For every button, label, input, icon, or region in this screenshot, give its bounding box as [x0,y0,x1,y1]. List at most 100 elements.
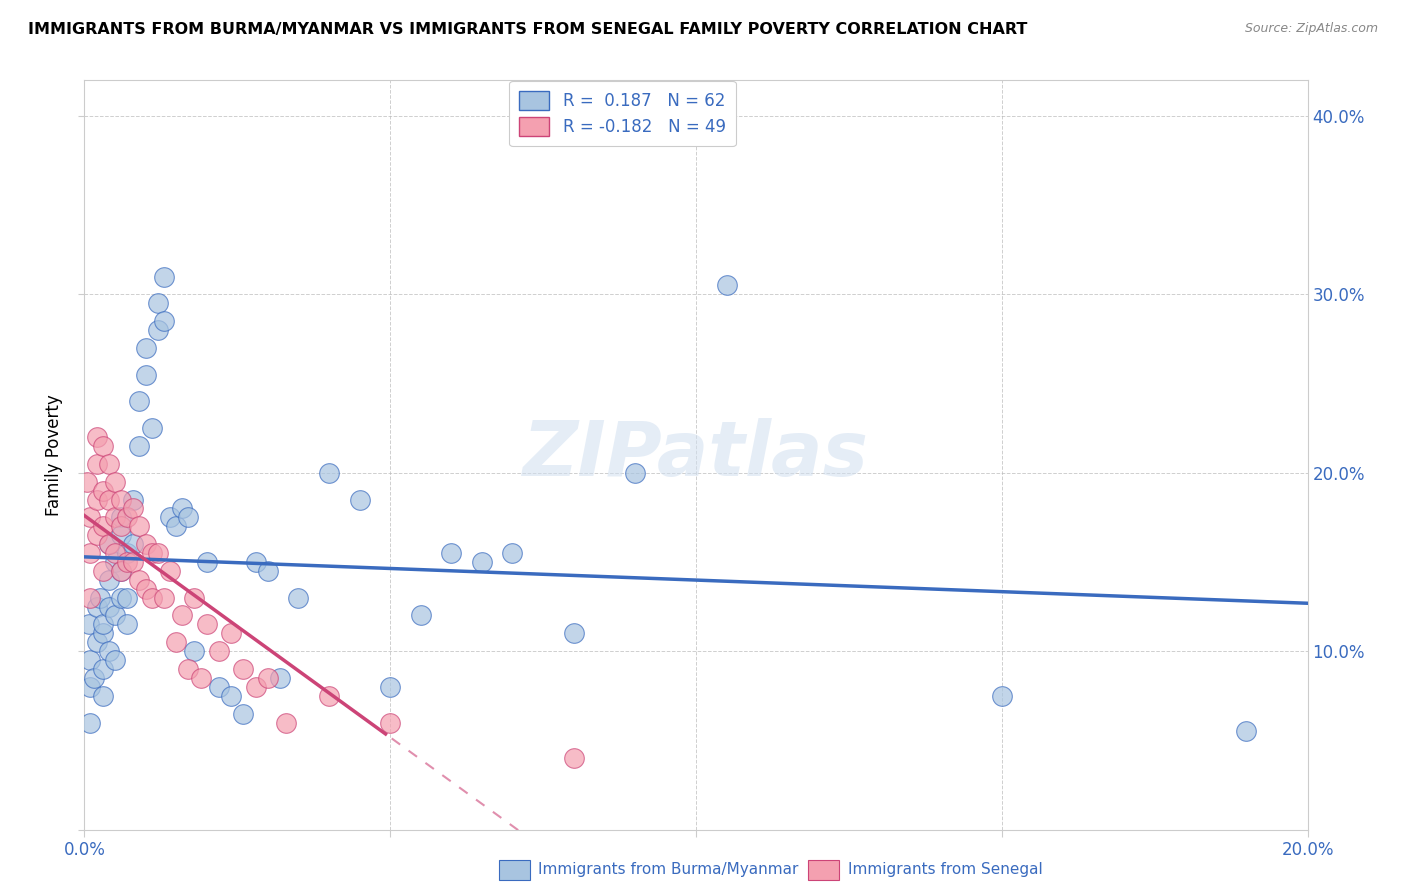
Point [183,591,205,605]
Point [86,635,108,649]
Point [97,537,120,551]
Point [232,662,254,676]
Point [128,573,150,587]
Point [624,466,647,480]
Point [177,662,200,676]
Point [276,715,298,730]
Point [146,546,169,560]
Point [79,715,101,730]
Point [991,689,1014,703]
Point [122,555,145,569]
Text: Immigrants from Burma/Myanmar: Immigrants from Burma/Myanmar [538,863,799,877]
Point [89,591,111,605]
Point [177,510,200,524]
Point [115,591,138,605]
Point [380,680,402,694]
Point [257,564,280,578]
Point [104,475,127,489]
Point [165,519,187,533]
Point [135,368,157,382]
Point [91,564,114,578]
Point [380,715,402,730]
Point [104,546,127,560]
Point [141,546,163,560]
Point [471,555,494,569]
Point [86,457,108,471]
Point [318,689,340,703]
Point [153,314,176,328]
Point [135,582,157,596]
Text: IMMIGRANTS FROM BURMA/MYANMAR VS IMMIGRANTS FROM SENEGAL FAMILY POVERTY CORRELAT: IMMIGRANTS FROM BURMA/MYANMAR VS IMMIGRA… [28,22,1028,37]
Point [91,626,114,640]
Point [122,492,145,507]
Point [76,475,98,489]
Point [562,626,585,640]
Point [77,617,100,632]
Point [86,599,108,614]
Point [97,599,120,614]
Point [110,564,132,578]
Point [219,689,242,703]
Point [110,528,132,542]
Point [79,591,101,605]
Point [104,510,127,524]
Text: Immigrants from Senegal: Immigrants from Senegal [848,863,1043,877]
Point [128,394,150,409]
Point [409,608,432,623]
Point [190,671,212,685]
Point [440,546,463,560]
Point [86,430,108,444]
Point [83,671,105,685]
Point [97,537,120,551]
Point [172,608,194,623]
Point [159,564,181,578]
Point [110,564,132,578]
Point [110,510,132,524]
Point [153,269,176,284]
Point [115,510,138,524]
Legend: R =  0.187   N = 62, R = -0.182   N = 49: R = 0.187 N = 62, R = -0.182 N = 49 [509,81,735,146]
Point [97,492,120,507]
Point [562,751,585,765]
Point [195,555,218,569]
Point [86,492,108,507]
Point [245,680,267,694]
Point [86,528,108,542]
Point [146,296,169,310]
Point [91,689,114,703]
Point [104,608,127,623]
Point [91,662,114,676]
Point [219,626,242,640]
Y-axis label: Family Poverty: Family Poverty [45,394,63,516]
Point [91,439,114,453]
Text: ZIPatlas: ZIPatlas [523,418,869,491]
Point [318,466,340,480]
Point [110,591,132,605]
Point [97,573,120,587]
Point [122,501,145,516]
Point [287,591,309,605]
Point [110,492,132,507]
Point [208,680,231,694]
Text: Source: ZipAtlas.com: Source: ZipAtlas.com [1244,22,1378,36]
Point [159,510,181,524]
Point [172,501,194,516]
Point [1236,724,1258,739]
Point [79,510,101,524]
Point [97,457,120,471]
Point [91,617,114,632]
Point [79,680,101,694]
Point [135,537,157,551]
Point [79,546,101,560]
Point [79,653,101,667]
Point [135,341,157,355]
Point [716,278,738,293]
Point [122,537,145,551]
Point [153,591,176,605]
Point [104,653,127,667]
Point [232,706,254,721]
Point [141,591,163,605]
Point [97,644,120,658]
Point [257,671,280,685]
Point [141,421,163,435]
